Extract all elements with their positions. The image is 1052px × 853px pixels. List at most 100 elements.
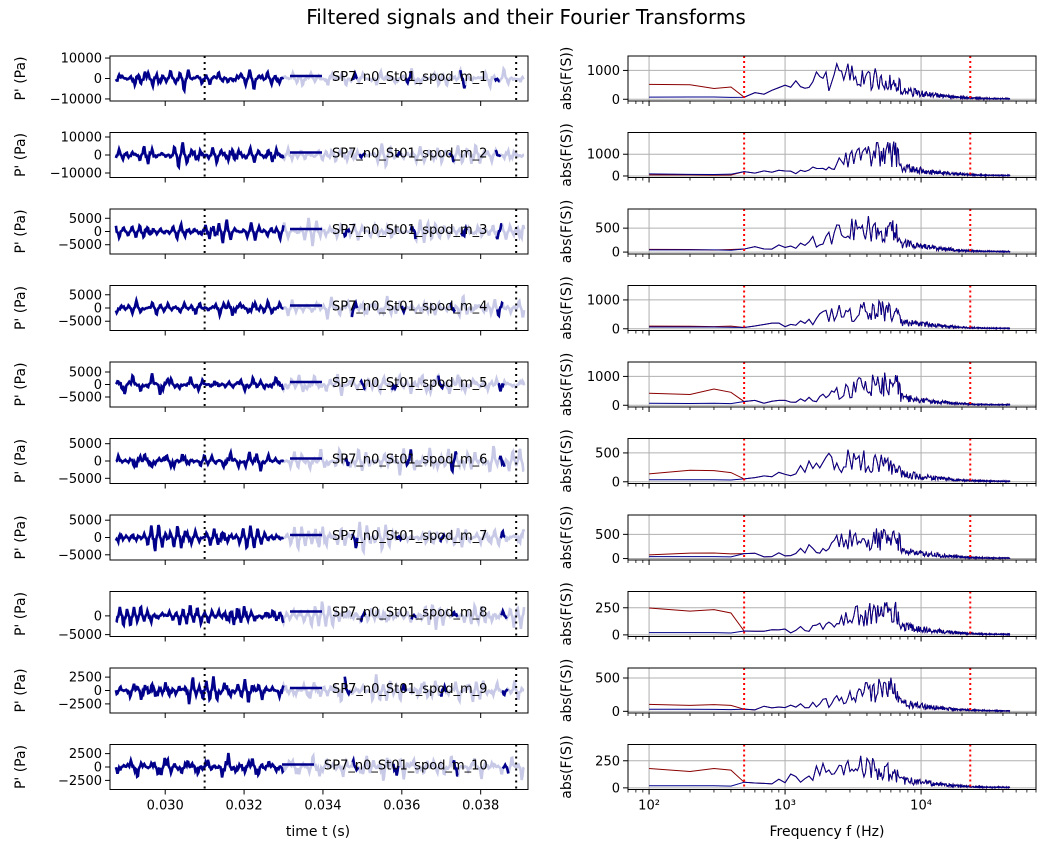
- filtered-spectrum-line: [649, 141, 1011, 178]
- filtered-spectrum-line: [649, 215, 1011, 254]
- x-tick-label: 0.030: [147, 799, 184, 814]
- spectrum-panel-7: 0 500 abs(F(S)): [559, 506, 1037, 570]
- filtered-signal-fragment: [500, 607, 508, 620]
- y-axis-label: abs(F(S)): [559, 659, 575, 723]
- spectrum-panel-9: 0 500 abs(F(S)): [559, 659, 1037, 723]
- axes-frame: [627, 55, 1037, 102]
- y-axis-label: P' (Pa): [13, 439, 29, 483]
- y-axis-label: P' (Pa): [13, 362, 29, 406]
- left-x-axis-label: time t (s): [286, 824, 350, 840]
- legend: SP7_n0_St01_spod_m_10: [282, 759, 488, 774]
- filtered-signal-fragment: [394, 150, 402, 158]
- legend-label: SP7_n0_St01_spod_m_4: [332, 300, 487, 315]
- filtered-signal-fragment: [494, 149, 502, 158]
- filtered-signal-fragment: [350, 298, 359, 318]
- filtered-signal-fragment: [448, 152, 456, 163]
- filtered-signal-fragment: [439, 681, 448, 697]
- filtered-signal-fragment: [404, 71, 413, 87]
- y-tick-label: 1000: [587, 148, 620, 163]
- y-tick-label: 5000: [69, 366, 102, 381]
- x-tick-label: 0.034: [304, 799, 341, 814]
- y-tick-label: 0: [94, 455, 102, 470]
- y-axis-label: P' (Pa): [13, 56, 29, 100]
- x-tick-label: 10³: [774, 799, 796, 814]
- y-axis-label: abs(F(S)): [559, 735, 575, 799]
- full-spectrum-line: [649, 61, 1011, 101]
- y-tick-label: 1000: [587, 64, 620, 79]
- filtered-signal-fragment: [392, 763, 400, 776]
- legend-label: SP7_n0_St01_spod_m_2: [332, 147, 487, 162]
- filtered-signal-fragment: [343, 676, 352, 697]
- y-axis-label: abs(F(S)): [559, 506, 575, 570]
- y-tick-label: −5000: [58, 315, 102, 330]
- filtered-signal-fragment: [400, 683, 407, 692]
- filtered-signal-line: [114, 372, 285, 396]
- y-tick-label: 0: [612, 781, 620, 796]
- y-tick-label: 0: [94, 684, 102, 699]
- y-tick-label: 500: [595, 222, 620, 237]
- x-tick-label: 0.038: [462, 799, 499, 814]
- filtered-spectrum-line: [649, 755, 1011, 790]
- y-tick-label: −5000: [58, 391, 102, 406]
- y-axis-label: P' (Pa): [13, 209, 29, 253]
- full-spectrum-line: [649, 528, 1011, 561]
- legend-label: SP7_n0_St01_spod_m_8: [332, 606, 487, 621]
- axes-frame: [109, 667, 529, 714]
- y-axis-label: abs(F(S)): [559, 123, 575, 187]
- axes-frame: [627, 438, 1037, 484]
- y-axis-label: P' (Pa): [13, 668, 29, 712]
- y-tick-label: 0: [94, 761, 102, 776]
- y-tick-label: 0: [612, 705, 620, 720]
- y-axis-label: P' (Pa): [13, 592, 29, 636]
- axes-frame: [109, 208, 529, 255]
- filtered-signal-fragment: [493, 77, 500, 83]
- axes-frame: [109, 285, 529, 331]
- x-tick-label: 0.036: [383, 799, 420, 814]
- filtered-signal-fragment: [452, 760, 459, 777]
- y-tick-label: 0: [612, 399, 620, 414]
- y-tick-label: 1000: [587, 370, 620, 385]
- legend: SP7_n0_St01_spod_m_7: [290, 529, 487, 544]
- filtered-signal-fragment: [499, 528, 506, 539]
- filtered-signal-fragment: [498, 455, 506, 468]
- y-tick-label: −10000: [50, 167, 102, 182]
- filtered-signal-fragment: [450, 610, 459, 618]
- y-tick-label: 2500: [69, 747, 102, 762]
- y-axis-label: abs(F(S)): [559, 429, 575, 493]
- filtered-spectrum-line: [649, 61, 1011, 101]
- y-tick-label: 0: [94, 225, 102, 240]
- spectrum-panel-6: 0 500 abs(F(S)): [559, 429, 1037, 493]
- filtered-signal-fragment: [400, 305, 407, 316]
- filtered-signal-fragment: [350, 69, 359, 81]
- axes-frame: [109, 591, 529, 637]
- axes-frame: [627, 208, 1037, 255]
- axes-frame: [109, 361, 529, 408]
- axes-frame: [627, 744, 1037, 790]
- legend: SP7_n0_St01_spod_m_6: [290, 453, 487, 468]
- filtered-signal-line: [115, 604, 285, 629]
- figure-title: Filtered signals and their Fourier Trans…: [306, 5, 746, 29]
- spectrum-panel-10: 0 250 10² 10³ 10⁴ abs(F(S)): [559, 735, 1037, 814]
- filtered-signal-fragment: [495, 222, 503, 240]
- axes-frame: [109, 132, 529, 178]
- y-tick-label: −5000: [58, 472, 102, 487]
- y-axis-label: abs(F(S)): [559, 276, 575, 340]
- filtered-signal-fragment: [501, 762, 510, 774]
- x-tick-label: 10⁴: [910, 799, 932, 814]
- filtered-signal-fragment: [496, 300, 504, 319]
- y-tick-label: 5000: [69, 288, 102, 303]
- spectrum-panel-1: 0 1000 abs(F(S)): [559, 47, 1037, 110]
- x-tick-label: 10²: [638, 799, 660, 814]
- filtered-spectrum-line: [649, 677, 1011, 713]
- legend: SP7_n0_St01_spod_m_8: [290, 606, 487, 621]
- filtered-signal-line: [114, 295, 284, 321]
- y-axis-label: P' (Pa): [13, 286, 29, 330]
- y-tick-label: 0: [612, 552, 620, 567]
- axes-frame: [109, 55, 529, 102]
- y-tick-label: 0: [612, 628, 620, 643]
- axes-frame: [109, 438, 529, 484]
- y-tick-label: 500: [595, 672, 620, 687]
- legend: SP7_n0_St01_spod_m_4: [290, 300, 487, 315]
